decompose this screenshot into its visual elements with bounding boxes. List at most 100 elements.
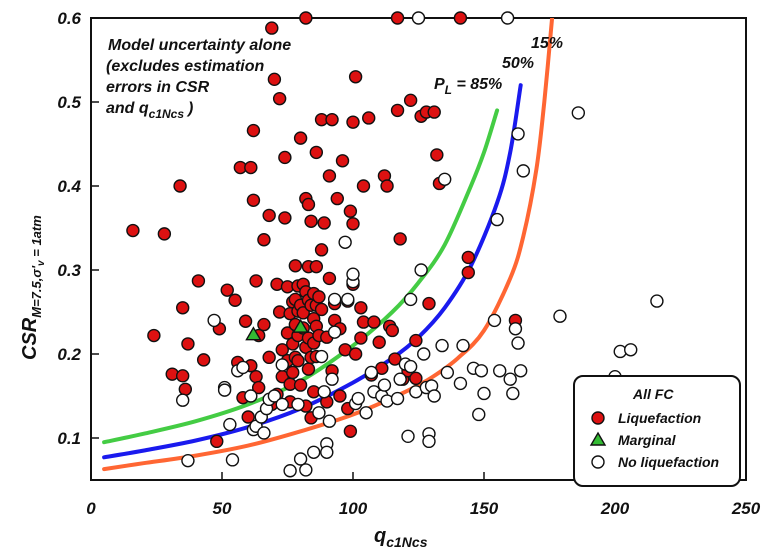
- liquefaction-point: [275, 343, 289, 357]
- curve-label-85: PL = 85%: [434, 76, 502, 97]
- curve-pl-15: [102, 18, 555, 472]
- no-liquefaction-point: [207, 313, 221, 328]
- liquefaction-point: [309, 145, 324, 160]
- no-liquefaction-point: [477, 386, 491, 401]
- liquefaction-point: [278, 150, 292, 165]
- liquefaction-point: [354, 301, 368, 315]
- liquefaction-point: [367, 315, 381, 329]
- no-liquefaction-point: [341, 292, 355, 307]
- annotation-line-3: errors in CSR: [106, 79, 210, 96]
- no-liquefaction-point: [359, 406, 373, 420]
- y-axis-label-sub2: v: [36, 259, 47, 266]
- liquefaction-point: [390, 11, 405, 25]
- liquefaction-point: [178, 382, 193, 396]
- liquefaction-point: [257, 233, 271, 247]
- no-liquefaction-point: [307, 445, 321, 459]
- liquefaction-point: [343, 204, 358, 218]
- no-liquefaction-point: [571, 106, 586, 120]
- liquefaction-point: [372, 335, 386, 349]
- y-axis-ticks: 0.1 0.2 0.3 0.4 0.5 0.6: [57, 9, 99, 448]
- liquefaction-point: [385, 323, 399, 338]
- liquefaction-point: [181, 337, 195, 351]
- annotation-line-1: Model uncertainty alone: [108, 37, 291, 54]
- no-liquefaction-point: [322, 414, 337, 428]
- liquefaction-point: [246, 193, 261, 207]
- no-liquefaction-point: [377, 378, 392, 392]
- no-liquefaction-point: [417, 347, 431, 361]
- no-liquefaction-point: [283, 464, 297, 478]
- liquefaction-point: [291, 354, 305, 368]
- legend-marginal-marker: [589, 431, 607, 446]
- no-liquefaction-point: [427, 389, 441, 403]
- curve-label-85-p: P: [434, 76, 445, 93]
- liquefaction-point: [362, 111, 376, 125]
- liquefaction-point: [267, 72, 282, 87]
- no-liquefaction-point: [175, 393, 190, 407]
- x-tick-label: 50: [213, 499, 232, 518]
- x-tick-label: 250: [731, 499, 761, 518]
- y-tick-label: 0.2: [57, 345, 81, 364]
- liquefaction-point: [301, 362, 316, 376]
- no-liquefaction-point: [474, 364, 489, 378]
- liquefaction-point: [356, 179, 371, 193]
- annotation-line-2: (excludes estimation: [106, 58, 265, 75]
- liquefaction-point: [354, 331, 368, 345]
- no-liquefaction-point: [456, 338, 470, 353]
- no-liquefaction-point: [553, 309, 567, 323]
- no-liquefaction-point: [351, 391, 365, 406]
- annotation-block: Model uncertainty alone (excludes estima…: [106, 37, 291, 121]
- legend-title: All FC: [632, 386, 674, 402]
- y-tick-label: 0.6: [57, 9, 81, 28]
- liquefaction-point: [333, 389, 347, 403]
- liquefaction-point: [390, 103, 405, 118]
- marginal-point: [292, 318, 309, 333]
- liquefaction-point: [246, 123, 261, 138]
- no-liquefaction-point: [506, 386, 520, 401]
- no-liquefaction-point: [511, 127, 525, 141]
- liquefaction-point: [301, 197, 316, 212]
- liquefaction-point: [317, 216, 331, 230]
- annotation-line-4-main: and q: [106, 100, 149, 117]
- liquefaction-point: [304, 214, 318, 228]
- liquefaction-point: [293, 378, 308, 392]
- y-axis-label-main: CSR: [19, 317, 41, 360]
- liquefaction-point: [330, 191, 344, 206]
- no-liquefaction-point: [516, 164, 530, 178]
- liquefaction-point: [403, 93, 418, 108]
- liquefaction-point: [343, 424, 358, 438]
- liquefaction-point: [461, 250, 475, 265]
- no-liquefaction-point: [624, 343, 638, 357]
- no-liquefaction-point: [490, 212, 504, 227]
- y-axis-label-sub: M=7.5,σ': [29, 265, 44, 318]
- liquefaction-point: [380, 179, 394, 193]
- liquefaction-point: [262, 350, 276, 365]
- legend: All FC Liquefaction Marginal No liquefac…: [573, 375, 741, 487]
- liquefaction-point: [175, 369, 190, 383]
- liquefaction-point: [309, 259, 324, 274]
- no-liquefaction-point: [181, 453, 195, 468]
- liquefaction-point: [312, 290, 326, 304]
- no-liquefaction-point: [338, 235, 352, 249]
- liquefaction-point: [278, 211, 292, 225]
- liquefaction-point: [409, 371, 423, 386]
- no-liquefaction-point: [327, 325, 342, 339]
- curve-label-85-value: = 85%: [452, 76, 502, 93]
- legend-liquefaction-label: Liquefaction: [618, 410, 701, 426]
- liquefaction-point: [288, 259, 303, 273]
- x-tick-label: 100: [339, 499, 368, 518]
- liquefaction-point: [286, 365, 300, 380]
- liquefaction-point: [348, 347, 363, 361]
- liquefaction-point: [238, 314, 253, 328]
- liquefaction-point: [422, 296, 436, 311]
- liquefaction-point: [322, 271, 337, 286]
- no-liquefaction-point: [257, 426, 271, 440]
- liquefaction-point: [453, 11, 468, 25]
- no-liquefaction-point: [364, 365, 379, 380]
- liquefaction-point: [348, 70, 363, 84]
- liquefaction-point: [244, 160, 258, 175]
- liquefaction-point: [314, 243, 329, 257]
- no-liquefaction-point: [503, 372, 517, 386]
- legend-marginal-label: Marginal: [618, 432, 677, 448]
- no-liquefaction-point: [267, 389, 282, 403]
- liquefaction-point: [265, 21, 279, 35]
